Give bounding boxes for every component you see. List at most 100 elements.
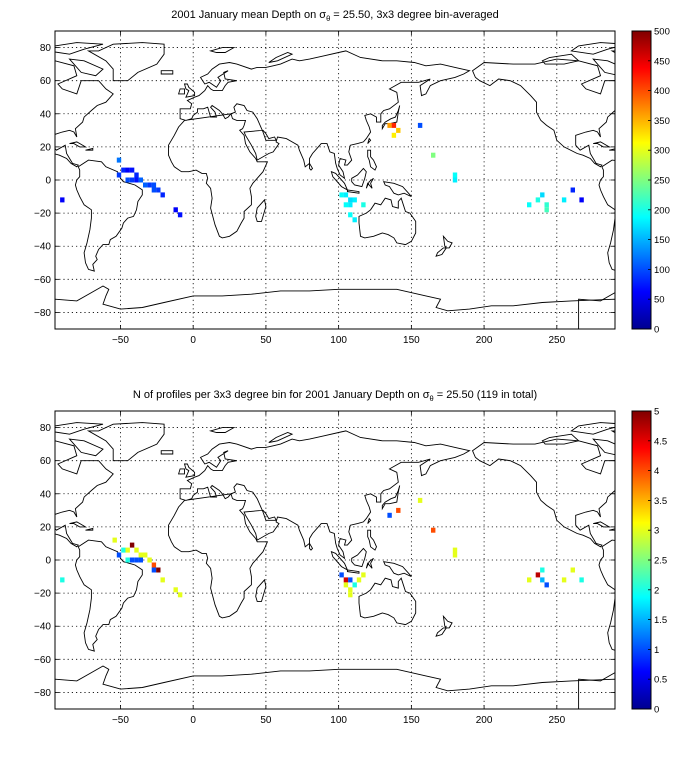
coastline bbox=[55, 440, 114, 548]
x-tick-label: 200 bbox=[476, 715, 493, 726]
data-cell bbox=[343, 192, 349, 198]
data-cell bbox=[544, 202, 549, 208]
colorbar-tick-label: 50 bbox=[654, 295, 665, 306]
coastline bbox=[177, 88, 185, 95]
colorbar-tick-label: 450 bbox=[654, 56, 670, 67]
x-tick-label: 50 bbox=[260, 335, 272, 346]
coastline bbox=[268, 432, 294, 443]
data-cell bbox=[151, 562, 157, 568]
data-cell bbox=[452, 547, 458, 553]
data-cell bbox=[60, 197, 65, 203]
data-cell bbox=[540, 567, 545, 573]
colorbar-tick-label: 1 bbox=[654, 645, 659, 656]
data-cell bbox=[138, 552, 143, 558]
data-cell bbox=[60, 577, 65, 583]
data-cell bbox=[391, 132, 397, 138]
top-coastlines bbox=[55, 42, 696, 329]
y-tick-label: 60 bbox=[40, 76, 52, 87]
data-cell bbox=[343, 577, 349, 583]
y-tick-label: 0 bbox=[45, 556, 51, 567]
data-cell bbox=[527, 202, 532, 208]
data-cell bbox=[361, 572, 366, 578]
colorbar-tick-label: 0 bbox=[654, 325, 659, 336]
data-cell bbox=[147, 182, 152, 188]
x-tick-label: 50 bbox=[260, 715, 272, 726]
y-tick-label: −20 bbox=[34, 589, 51, 600]
coastline bbox=[68, 58, 104, 77]
data-cell bbox=[134, 172, 139, 178]
data-cell bbox=[177, 592, 183, 598]
x-tick-label: 100 bbox=[330, 715, 347, 726]
colorbar-tick-label: 250 bbox=[654, 176, 670, 187]
colorbar-tick-label: 1.5 bbox=[654, 615, 667, 626]
coastline bbox=[471, 58, 615, 168]
data-cell bbox=[177, 212, 183, 218]
colorbar-tick-label: 200 bbox=[654, 205, 670, 216]
coastline bbox=[692, 51, 696, 238]
coastline bbox=[593, 521, 611, 528]
data-cell bbox=[544, 207, 549, 213]
y-tick-label: −20 bbox=[34, 209, 51, 220]
data-cell bbox=[352, 217, 357, 223]
coastline bbox=[435, 247, 448, 257]
coastline bbox=[168, 50, 471, 239]
coastline bbox=[69, 521, 88, 528]
bottom-coastlines bbox=[55, 422, 615, 709]
y-tick-label: 60 bbox=[40, 456, 52, 467]
data-cell bbox=[348, 212, 353, 218]
coastline bbox=[471, 438, 615, 548]
data-cell bbox=[452, 172, 458, 178]
colorbar-tick-label: 500 bbox=[654, 27, 670, 38]
coastline bbox=[85, 147, 94, 151]
data-cell bbox=[143, 182, 148, 188]
coastline bbox=[365, 557, 374, 569]
coastline bbox=[435, 627, 448, 637]
coastline bbox=[268, 52, 294, 63]
top-colorbar-ticks: 0 50 100 150 200 250 300 350 400 450 500 bbox=[648, 27, 670, 336]
data-cell bbox=[387, 122, 392, 128]
y-tick-label: 0 bbox=[45, 176, 51, 187]
x-tick-label: 100 bbox=[330, 335, 347, 346]
y-tick-label: −40 bbox=[34, 242, 51, 253]
data-cell bbox=[348, 592, 353, 598]
coastline bbox=[74, 539, 143, 652]
data-cell bbox=[147, 557, 152, 563]
data-cell bbox=[343, 582, 349, 588]
bottom-colorbar-ticks: 0 0.5 1 1.5 2 2.5 3 3.5 4 4.5 5 bbox=[648, 407, 667, 716]
coastline bbox=[160, 70, 174, 75]
coastline bbox=[381, 485, 401, 511]
coastline bbox=[69, 141, 88, 148]
data-cell bbox=[348, 577, 353, 583]
data-cell bbox=[134, 547, 139, 553]
data-cell bbox=[431, 152, 436, 158]
coastline bbox=[55, 60, 56, 62]
coastline bbox=[598, 539, 615, 651]
data-cell bbox=[160, 192, 165, 198]
coastline bbox=[86, 42, 165, 82]
y-tick-label: −60 bbox=[34, 275, 51, 286]
data-cell bbox=[570, 187, 575, 193]
coastline bbox=[168, 430, 471, 619]
data-cell bbox=[129, 557, 135, 563]
coastline bbox=[85, 527, 94, 531]
coastline bbox=[346, 569, 360, 574]
coastline bbox=[570, 42, 615, 55]
top-map-panel: 2001 January mean Depth on σθ = 25.50, 3… bbox=[34, 9, 696, 346]
data-cell bbox=[452, 552, 458, 558]
data-cell bbox=[125, 177, 130, 183]
bottom-data-cells bbox=[60, 497, 584, 598]
data-cell bbox=[151, 182, 157, 188]
data-cell bbox=[579, 577, 584, 583]
data-cell bbox=[138, 557, 143, 563]
data-cell bbox=[540, 192, 545, 198]
y-tick-label: 20 bbox=[40, 142, 52, 153]
coastline bbox=[208, 427, 236, 433]
data-cell bbox=[125, 557, 130, 563]
data-cell bbox=[143, 552, 148, 558]
data-cell bbox=[561, 197, 567, 203]
coastline bbox=[55, 422, 104, 435]
data-cell bbox=[417, 497, 423, 503]
top-data-cells bbox=[60, 122, 584, 223]
colorbar-tick-label: 2.5 bbox=[654, 556, 667, 567]
